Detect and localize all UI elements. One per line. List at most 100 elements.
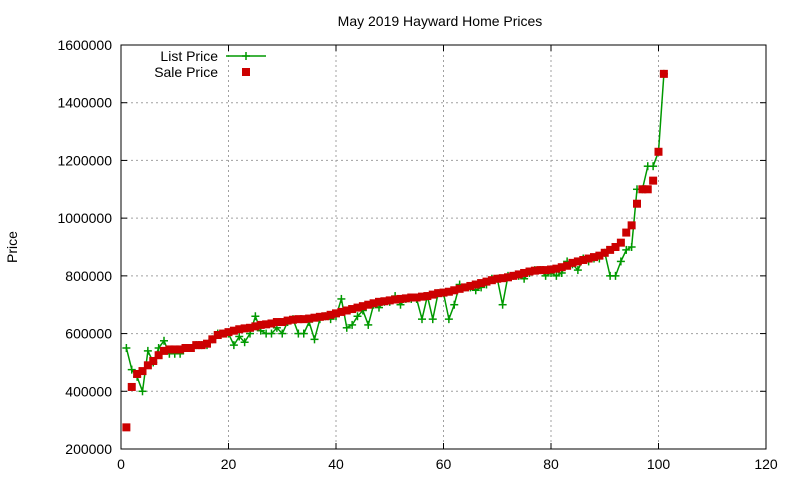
sale-price-point [342, 306, 351, 315]
sale-price-point [659, 69, 668, 78]
sale-price-point [401, 294, 410, 303]
legend-marker-sale-price [242, 68, 250, 76]
sale-price-point [176, 345, 185, 354]
list-price-point [337, 294, 346, 303]
list-price-point [649, 162, 658, 171]
list-price-point [278, 329, 287, 338]
y-tick-label: 1000000 [57, 210, 112, 226]
sale-price-point [455, 284, 464, 293]
sale-price-point [240, 324, 249, 333]
sale-price-point [267, 319, 276, 328]
sale-price-point [246, 323, 254, 332]
sale-price-point [192, 341, 201, 350]
tick-labels: 0 20 40 60 80 100 120 200000 400000 600000 800000 1… [57, 37, 777, 472]
sale-price-point [181, 344, 190, 352]
x-tick-label: 80 [543, 456, 559, 472]
sale-price-point [235, 325, 244, 334]
y-tick-label: 1400000 [57, 95, 112, 111]
y-tick-label: 800000 [65, 268, 112, 284]
sale-price-point [498, 274, 507, 283]
sale-price-point [170, 345, 179, 354]
sale-price-point [606, 245, 615, 254]
plot-frame [120, 44, 767, 450]
sale-price-point [256, 320, 265, 329]
x-tick-label: 60 [436, 456, 452, 472]
sale-price-point [122, 423, 131, 432]
sale-price-point [299, 315, 308, 324]
y-tick-label: 1600000 [57, 37, 112, 53]
sale-price-point [584, 254, 593, 263]
chart-title: May 2019 Hayward Home Prices [338, 13, 543, 29]
legend-label-list-price: List Price [160, 48, 218, 64]
y-axis-label: Price [4, 231, 20, 263]
list-price-point [160, 336, 168, 345]
sale-price-point [186, 344, 195, 352]
x-tick-label: 100 [647, 456, 671, 472]
sale-price-point [418, 292, 426, 301]
sale-price-point [638, 185, 647, 194]
list-price-point [616, 257, 625, 266]
sale-price-point [504, 273, 512, 282]
sale-price-point [149, 356, 158, 365]
list-price-point [418, 315, 426, 324]
sale-price-point [439, 288, 448, 297]
y-tick-label: 600000 [65, 326, 112, 342]
list-price-point [552, 271, 561, 280]
sale-price-point [272, 318, 281, 327]
sale-price-point [310, 313, 319, 322]
list-price-point [299, 329, 308, 338]
sale-price-point [552, 264, 561, 273]
list-price-point [122, 344, 131, 352]
sale-price-point [337, 307, 346, 316]
sale-price-point [573, 257, 582, 266]
sale-price-point [547, 265, 555, 274]
sale-price-point [428, 290, 437, 299]
sale-price-point [633, 199, 641, 208]
sale-price-point [471, 280, 480, 289]
sale-price-point [477, 279, 486, 288]
list-price-point [353, 312, 362, 321]
sale-price-point [611, 243, 620, 251]
sale-price-point [369, 299, 378, 308]
sale-price-point [450, 286, 459, 295]
sale-price-point [407, 293, 416, 302]
list-price-point [622, 245, 631, 254]
sale-price-point [127, 382, 136, 391]
sale-price-point [595, 251, 604, 260]
list-price-point [627, 243, 636, 251]
legend-marker-list-price [242, 52, 250, 60]
sale-price-point [154, 351, 163, 360]
sale-price-point [262, 320, 271, 329]
sale-price-point [616, 238, 625, 247]
sale-price-point [305, 314, 314, 323]
sale-price-point [444, 287, 453, 296]
sale-price-point [466, 281, 475, 290]
list-price-point [498, 300, 507, 309]
list-price-point [611, 271, 620, 280]
x-tick-label: 20 [221, 456, 237, 472]
sale-price-point [364, 300, 373, 309]
series-sale-price [122, 69, 668, 432]
sale-price-point [557, 263, 566, 272]
list-price-point [235, 332, 244, 341]
y-tick-label: 400000 [65, 383, 112, 399]
list-price-point [444, 315, 453, 324]
sale-price-point [283, 316, 292, 325]
sale-price-point [380, 297, 389, 306]
list-price-point [573, 266, 582, 275]
list-price-point [450, 300, 459, 309]
sale-price-point [160, 346, 168, 355]
sale-price-point [229, 326, 238, 335]
list-price-point [229, 341, 238, 350]
sale-price-point [530, 266, 539, 275]
sale-price-point [358, 302, 367, 311]
list-price-point [342, 323, 351, 332]
sale-price-point [590, 253, 598, 262]
sale-price-point [251, 322, 260, 331]
sale-price-point [563, 261, 572, 270]
list-price-point [348, 320, 357, 329]
sale-price-point [315, 312, 324, 321]
sale-price-point [536, 266, 545, 275]
